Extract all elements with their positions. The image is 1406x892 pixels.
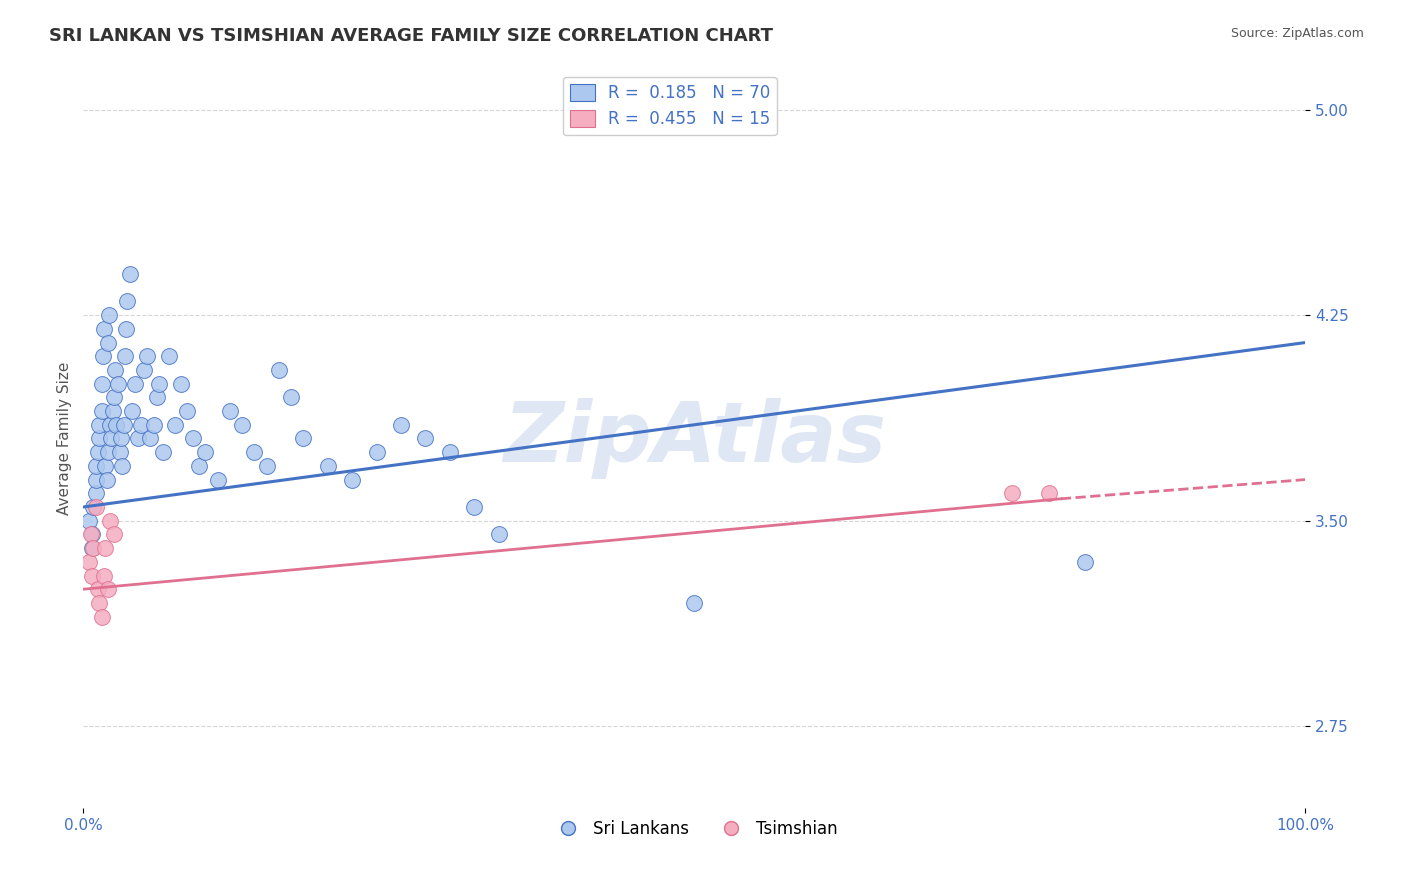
Point: [163, 417, 186, 432]
Y-axis label: Average Family Size: Average Family Size: [58, 362, 72, 516]
Point: [1074, 555, 1097, 569]
Point: [98, 514, 121, 528]
Text: ZipAtlas: ZipAtlas: [503, 398, 886, 479]
Point: [127, 432, 149, 446]
Point: [103, 390, 125, 404]
Point: [181, 432, 204, 446]
Point: [117, 294, 139, 309]
Point: [84, 458, 107, 473]
Point: [207, 473, 229, 487]
Point: [87, 445, 110, 459]
Point: [90, 376, 112, 391]
Point: [115, 322, 138, 336]
Point: [80, 568, 103, 582]
Point: [121, 404, 143, 418]
Point: [82, 500, 104, 514]
Point: [104, 363, 127, 377]
Point: [111, 458, 134, 473]
Point: [110, 432, 132, 446]
Point: [105, 417, 128, 432]
Point: [89, 432, 111, 446]
Point: [94, 541, 117, 555]
Point: [143, 417, 166, 432]
Point: [219, 404, 242, 418]
Point: [79, 555, 101, 569]
Point: [135, 349, 157, 363]
Point: [148, 376, 170, 391]
Point: [112, 417, 135, 432]
Point: [231, 417, 253, 432]
Point: [79, 514, 101, 528]
Point: [93, 568, 115, 582]
Point: [96, 473, 118, 487]
Point: [84, 486, 107, 500]
Point: [97, 582, 120, 597]
Point: [683, 596, 706, 610]
Point: [366, 445, 388, 459]
Point: [139, 432, 162, 446]
Point: [89, 417, 111, 432]
Point: [280, 390, 302, 404]
Point: [194, 445, 217, 459]
Point: [80, 527, 103, 541]
Point: [108, 445, 131, 459]
Point: [118, 267, 141, 281]
Point: [1038, 486, 1060, 500]
Point: [84, 500, 107, 514]
Point: [176, 404, 198, 418]
Point: [316, 458, 339, 473]
Text: SRI LANKAN VS TSIMSHIAN AVERAGE FAMILY SIZE CORRELATION CHART: SRI LANKAN VS TSIMSHIAN AVERAGE FAMILY S…: [49, 27, 773, 45]
Legend: Sri Lankans, Tsimshian: Sri Lankans, Tsimshian: [544, 814, 844, 845]
Point: [97, 308, 120, 322]
Point: [488, 527, 510, 541]
Point: [97, 335, 120, 350]
Point: [129, 417, 152, 432]
Point: [103, 527, 125, 541]
Point: [157, 349, 180, 363]
Point: [91, 349, 114, 363]
Point: [100, 432, 122, 446]
Point: [90, 404, 112, 418]
Point: [389, 417, 412, 432]
Point: [243, 445, 266, 459]
Point: [79, 527, 101, 541]
Point: [87, 582, 110, 597]
Point: [463, 500, 485, 514]
Point: [94, 458, 117, 473]
Point: [97, 445, 120, 459]
Point: [93, 322, 115, 336]
Point: [170, 376, 193, 391]
Point: [340, 473, 363, 487]
Point: [145, 390, 167, 404]
Point: [101, 404, 124, 418]
Point: [107, 376, 129, 391]
Point: [89, 596, 111, 610]
Point: [124, 376, 146, 391]
Point: [256, 458, 278, 473]
Point: [82, 541, 104, 555]
Point: [114, 349, 136, 363]
Point: [415, 432, 437, 446]
Point: [1001, 486, 1024, 500]
Text: Source: ZipAtlas.com: Source: ZipAtlas.com: [1230, 27, 1364, 40]
Point: [134, 363, 156, 377]
Point: [84, 473, 107, 487]
Point: [188, 458, 211, 473]
Point: [80, 541, 103, 555]
Point: [152, 445, 174, 459]
Point: [292, 432, 315, 446]
Point: [267, 363, 290, 377]
Point: [439, 445, 461, 459]
Point: [90, 609, 112, 624]
Point: [98, 417, 121, 432]
